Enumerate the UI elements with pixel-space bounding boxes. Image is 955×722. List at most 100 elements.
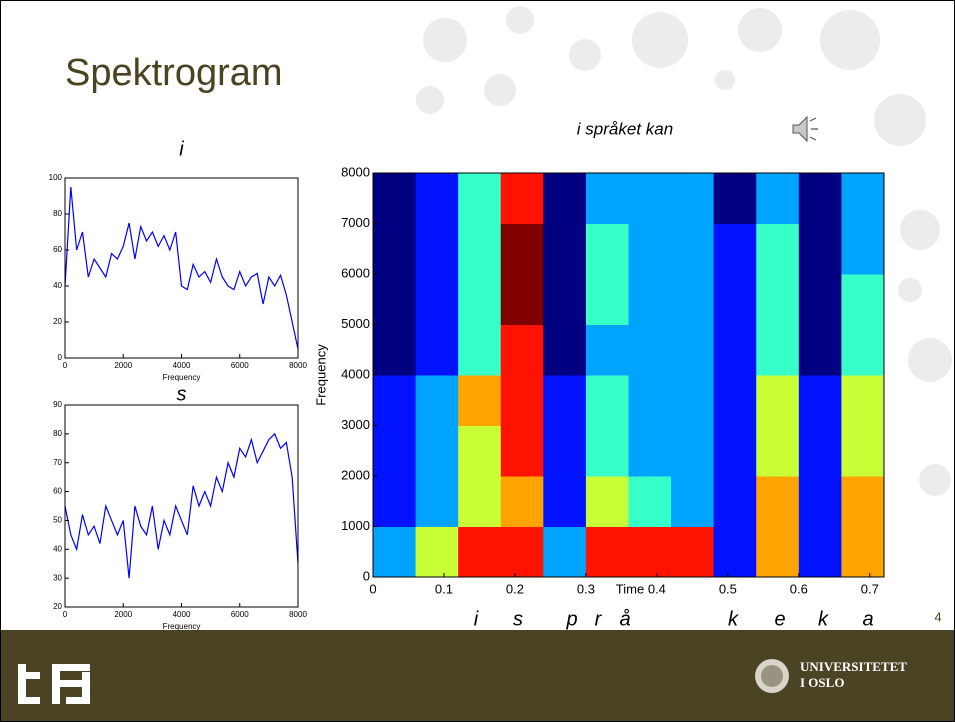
y-tick-label: 2000 (341, 467, 370, 482)
heatmap-cell (585, 324, 629, 376)
y-tick-label: 30 (53, 573, 62, 582)
heatmap-cell (671, 526, 715, 578)
heatmap-cell (415, 375, 459, 426)
heatmap-cell (585, 375, 629, 426)
heatmap-cell (756, 526, 800, 578)
heatmap-cell (798, 173, 842, 224)
heatmap-cell (713, 476, 757, 527)
y-tick-label: 50 (53, 516, 62, 525)
tfi-logo (18, 664, 90, 704)
heatmap-cell (628, 324, 672, 376)
heatmap-cell (671, 274, 715, 325)
phoneme-label: k (818, 608, 829, 630)
x-tick-label: 0.6 (790, 581, 808, 596)
heatmap-cell (841, 223, 885, 275)
heatmap-cell (415, 274, 459, 325)
y-tick-label: 1000 (341, 518, 370, 533)
heatmap-cell (585, 476, 629, 527)
decoration (416, 6, 952, 496)
y-tick-label: 7000 (341, 215, 370, 230)
x-tick-label: 8000 (289, 610, 307, 619)
y-tick-label: 4000 (341, 366, 370, 381)
heatmap-cell (713, 375, 757, 426)
heatmap-cell (713, 324, 757, 376)
x-tick-label: 2000 (114, 361, 132, 370)
heatmap-cell (500, 274, 544, 325)
heatmap-cell (543, 223, 587, 275)
heatmap-cell (415, 223, 459, 275)
heatmap-cell (458, 375, 502, 426)
heatmap-cell (756, 223, 800, 275)
heatmap-cell (373, 223, 417, 275)
y-tick-label: 20 (53, 317, 62, 326)
y-tick-label: 60 (53, 245, 62, 254)
x-tick-label: 6000 (231, 361, 249, 370)
heatmap-cell (756, 173, 800, 224)
heatmap-cell (415, 526, 459, 578)
heatmap-cell (373, 425, 417, 477)
y-tick-label: 8000 (341, 164, 370, 179)
heatmap-cell (628, 274, 672, 325)
heatmap-cell (585, 223, 629, 275)
heatmap-cell (841, 324, 885, 376)
heatmap-cell (373, 476, 417, 527)
y-tick-label: 80 (53, 429, 62, 438)
x-tick-label: 0.2 (506, 581, 524, 596)
y-tick-label: 80 (53, 209, 62, 218)
heatmap-cell (500, 375, 544, 426)
heatmap-cell (585, 173, 629, 224)
heatmap-cell (798, 425, 842, 477)
heatmap-cell (373, 375, 417, 426)
heatmap-cell (373, 274, 417, 325)
phoneme-label: k (728, 608, 739, 630)
phoneme-label: e (774, 608, 785, 630)
x-tick-label: 0 (63, 610, 68, 619)
heatmap-cell (458, 274, 502, 325)
heatmap-cell (458, 324, 502, 376)
heatmap-cell (415, 173, 459, 224)
spectrum-line (64, 432, 299, 579)
y-tick-label: 60 (53, 487, 62, 496)
y-tick-label: 6000 (341, 265, 370, 280)
heatmap-cell (671, 173, 715, 224)
y-axis-label: Frequency (313, 344, 328, 406)
x-tick-label: 2000 (114, 610, 132, 619)
university-seal (755, 659, 789, 693)
heatmap-cell (500, 476, 544, 527)
heatmap-cell (500, 223, 544, 275)
university-name: UNIVERSITETET (800, 659, 907, 674)
heatmap-cell (841, 173, 885, 224)
heatmap-cell (458, 223, 502, 275)
y-tick-label: 100 (49, 173, 63, 182)
y-tick-label: 20 (53, 602, 62, 611)
heatmap-cell (798, 274, 842, 325)
heatmap-cell (500, 324, 544, 376)
footer-bar (0, 630, 955, 722)
heatmap-cell (671, 425, 715, 477)
x-tick-label: 4000 (173, 610, 191, 619)
heatmap-cell (543, 476, 587, 527)
heatmap-cell (415, 476, 459, 527)
heatmap-cell (543, 274, 587, 325)
university-name: I OSLO (800, 675, 844, 690)
heatmap-cell (543, 526, 587, 578)
heatmap-cell (500, 526, 544, 578)
heatmap-cell (585, 526, 629, 578)
heatmap-cell (585, 425, 629, 477)
phoneme-label: i (474, 608, 479, 630)
speaker-icon (792, 115, 818, 143)
heatmap-cell (756, 274, 800, 325)
heatmap-cell (628, 526, 672, 578)
y-tick-label: 0 (363, 568, 370, 583)
heatmap-cell (713, 223, 757, 275)
y-tick-label: 90 (53, 400, 62, 409)
heatmap-cell (756, 425, 800, 477)
heatmap-cell (798, 476, 842, 527)
x-tick-label: 0.7 (861, 581, 879, 596)
heatmap-cell (841, 476, 885, 527)
heatmap-cell (671, 375, 715, 426)
phoneme-label: å (619, 608, 630, 630)
y-tick-label: 70 (53, 458, 62, 467)
heatmap-cell (628, 223, 672, 275)
heatmap-cell (841, 526, 885, 578)
